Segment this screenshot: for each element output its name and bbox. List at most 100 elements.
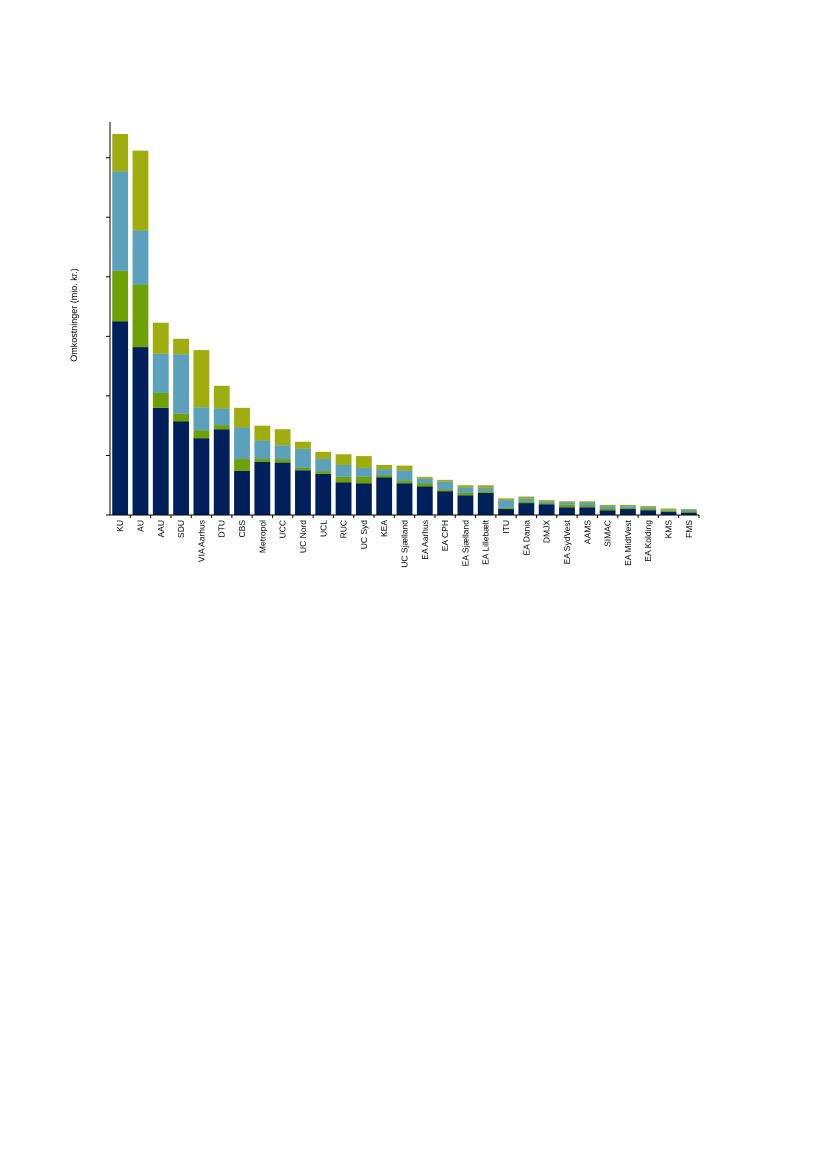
bar-segment [680, 509, 697, 510]
bars-layer [112, 133, 697, 515]
bar-segment [457, 492, 474, 496]
bar-segment [295, 470, 311, 515]
bar-segment [173, 354, 190, 414]
bar-segment [538, 503, 555, 505]
bar-segment [416, 483, 433, 487]
bar-segment [132, 347, 149, 515]
bar-segment [640, 507, 657, 510]
axes-layer [109, 122, 699, 516]
bar-segment [619, 507, 636, 510]
y-ticks [106, 157, 700, 518]
bar-segment [660, 510, 677, 513]
bar-segment [538, 504, 555, 515]
bar-segment [559, 502, 575, 505]
bar-segment [112, 171, 129, 271]
bar-segment [274, 429, 291, 446]
bar-segment [254, 462, 271, 515]
bar-segment [498, 498, 514, 501]
bar-segment [213, 425, 230, 430]
x-tick-label: AAMS [582, 520, 592, 544]
x-tick-label: ITU [501, 520, 511, 534]
x-tick-label: EA MidtVest [623, 519, 633, 565]
bar-segment [335, 476, 352, 483]
bar-segment [132, 150, 149, 231]
bar-segment [538, 500, 555, 502]
bar-segment [193, 438, 210, 515]
bar-segment [680, 512, 697, 515]
x-tick-label: UCL [318, 520, 328, 537]
bar-segment [152, 407, 169, 515]
bar-segment [152, 392, 169, 408]
bar-segment [579, 502, 596, 506]
x-tick-label: EA Aarhus [420, 520, 430, 560]
bar-segment [193, 407, 210, 431]
x-tick-label: VIA Aarhus [196, 520, 206, 562]
bar-segment [295, 441, 311, 449]
bar-segment [599, 510, 616, 515]
bar-segment [254, 459, 271, 463]
bar-segment [498, 500, 514, 508]
bar-segment [355, 456, 372, 468]
x-tick-label: EA Lillebælt [481, 519, 491, 565]
bar-segment [599, 508, 616, 511]
bar-segment [355, 476, 372, 484]
bar-segment [518, 501, 535, 504]
bar-segment [193, 350, 210, 408]
bar-segment [132, 284, 149, 348]
bar-segment [457, 487, 474, 493]
bar-segment [579, 507, 596, 515]
bar-segment [132, 230, 149, 285]
bar-segment [396, 470, 413, 482]
bar-segment [213, 408, 230, 426]
bar-segment [416, 486, 433, 515]
x-tick-label: KMS [664, 520, 674, 539]
x-tick-label: EA SydVest [562, 519, 572, 564]
bar-segment [457, 485, 474, 488]
x-tick-label: KEA [379, 520, 389, 537]
bar-segment [396, 465, 413, 471]
x-tick-label: DTU [217, 520, 227, 537]
x-tick-label: Metropol [257, 520, 267, 553]
bar-segment [640, 510, 657, 515]
bar-segment [518, 498, 535, 502]
bar-segment [274, 445, 291, 460]
bar-segment [376, 477, 393, 515]
bar-segment [315, 471, 332, 474]
bar-segment [640, 509, 657, 511]
bar-segment [234, 459, 250, 471]
bar-segment [599, 506, 616, 509]
bar-segment [660, 508, 677, 510]
y-axis-label: Omkostninger (mio. kr.) [69, 268, 79, 362]
x-tick-label: AU [135, 520, 145, 532]
bar-segment [660, 512, 677, 515]
bar-segment [213, 429, 230, 515]
bar-segment [660, 509, 677, 511]
bar-segment [619, 504, 636, 507]
bar-segment [234, 470, 250, 515]
bar-segment [599, 504, 616, 507]
bar-segment [396, 483, 413, 515]
bar-segment [112, 133, 129, 172]
bar-segment [457, 495, 474, 515]
bar-segment [680, 509, 697, 512]
bar-segment [152, 353, 169, 393]
x-tick-label: SIMAC [603, 520, 613, 547]
bar-segment [295, 467, 311, 471]
bar-segment [112, 321, 129, 515]
bar-segment [619, 509, 636, 515]
bar-segment [559, 501, 575, 503]
bar-segment [477, 492, 494, 515]
x-tick-label: UC Syd [359, 520, 369, 550]
x-tick-label: RUC [339, 520, 349, 538]
bar-segment [437, 479, 454, 482]
x-tick-label: EA CPH [440, 520, 450, 551]
bar-segment [376, 469, 393, 476]
x-tick-label: UC Nord [298, 520, 308, 553]
bar-segment [518, 503, 535, 515]
bar-segment [437, 491, 454, 515]
bar-segment [234, 427, 250, 460]
bar-segment [112, 270, 129, 322]
x-tick-label: EA Dania [521, 520, 531, 556]
x-tick-label: CBS [237, 520, 247, 538]
x-tick-label: KU [115, 520, 125, 532]
